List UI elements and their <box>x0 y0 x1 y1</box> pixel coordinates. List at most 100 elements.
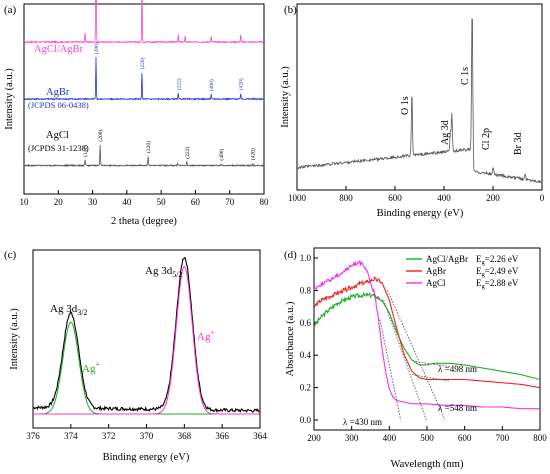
x-tick-label: 700 <box>496 433 510 443</box>
annotation-text: Ag <box>197 331 211 343</box>
panel-a-series <box>23 0 265 168</box>
panel-d-ticks: 200 300 400 500 600 700 800 0.0 0.2 0.4 0.6 0.8 1.0 <box>300 253 548 443</box>
x-tick-label: 60 <box>191 197 201 207</box>
wavelength-annotation: λ =430 nm <box>343 417 382 427</box>
hkl-label: (420) <box>238 78 245 90</box>
annotation-sup: + <box>210 328 215 337</box>
y-tick-label: 0.8 <box>300 285 312 295</box>
series-ref-agbr: (JCPDS 06-0438) <box>28 100 89 110</box>
panel-c-annotations: Ag 3d3/2Ag 3d5/2Ag+Ag+ <box>50 265 215 375</box>
xrd-line-0 <box>23 0 265 44</box>
x-tick-label: 200 <box>486 193 500 203</box>
y-tick-label: 0.0 <box>300 415 312 425</box>
absorbance-line-1 <box>313 276 541 389</box>
panel-b-frame <box>296 3 543 191</box>
series-ref-agcl: (JCPDS 31-1238) <box>28 143 89 153</box>
x-tick-label: 50 <box>157 197 167 207</box>
panel-c: (c) 376 374 372 370 368 366 364 Ag 3d3/2Ag 3d5… <box>4 249 267 463</box>
legend-label: AgBr <box>426 266 446 276</box>
legend-eg: E <box>476 266 482 276</box>
x-tick-label: 40 <box>122 197 132 207</box>
panel-c-xlabel: Binding energy (eV) <box>103 452 190 463</box>
series-label-agcl: AgCl <box>46 130 69 141</box>
xps-survey-line <box>296 18 543 184</box>
panel-a-ylabel: Intensity (a.u.) <box>4 68 15 130</box>
x-tick-label: 372 <box>102 431 116 441</box>
peak-annotation: Cl 2p <box>481 128 492 150</box>
x-tick-label: 30 <box>88 197 98 207</box>
panel-a-x-ticks: 10 20 30 40 50 60 70 80 <box>20 190 270 207</box>
x-tick-label: 0 <box>540 193 545 203</box>
x-tick-label: 300 <box>345 433 359 443</box>
xps-line-0 <box>32 256 260 414</box>
panel-c-series <box>32 256 260 415</box>
legend-bandgap: Eg=2.88 eV <box>476 278 519 290</box>
panel-b-x-ticks: 1000 800 600 400 200 0 <box>288 186 545 203</box>
peak-annotation: C 1s <box>460 67 471 85</box>
tangent-line <box>387 290 446 421</box>
legend-eg-value: =2.26 eV <box>485 254 519 264</box>
annotation-sub: 5/2 <box>172 270 182 279</box>
panel-b-series <box>296 18 543 184</box>
y-tick-label: 0.2 <box>300 383 311 393</box>
x-tick-label: 10 <box>20 197 30 207</box>
legend-bandgap: Eg=2.26 eV <box>476 254 519 266</box>
x-tick-label: 400 <box>383 433 397 443</box>
x-tick-label: 600 <box>388 193 402 203</box>
legend-eg-value: =2.49 eV <box>485 266 519 276</box>
legend-bandgap: Eg=2.49 eV <box>476 266 519 278</box>
panel-a-xlabel: 2 theta (degree) <box>111 216 177 227</box>
legend-eg-sub: g <box>482 283 486 290</box>
peak-annotation: Ag 3d3/2 <box>50 303 87 317</box>
peak-annotation: Ag 3d5/2 <box>145 265 182 279</box>
panel-label-c: (c) <box>4 249 17 261</box>
x-tick-label: 1000 <box>288 193 307 203</box>
legend-eg-sub: g <box>482 259 486 266</box>
panel-d-tangent-lines <box>379 290 450 421</box>
panel-d-series <box>313 259 541 410</box>
hkl-label: (220) <box>139 57 146 69</box>
peak-annotation: Br 3d <box>513 133 524 156</box>
panel-b: (b) 1000 800 600 400 200 0 O 1s Ag 3d C 1s Cl 2p… <box>280 3 545 219</box>
wavelength-annotation: λ =548 nm <box>438 403 477 413</box>
absorbance-line-0 <box>313 291 541 381</box>
series-label-agbr: AgBr <box>46 87 70 98</box>
tangent-line <box>379 319 402 421</box>
panel-c-x-ticks: 376 374 372 370 368 366 364 <box>26 424 267 441</box>
tangent-line <box>411 374 450 382</box>
hkl-label: (400) <box>218 149 225 161</box>
y-tick-label: 0.4 <box>300 350 312 360</box>
x-tick-label: 364 <box>253 431 267 441</box>
panel-label-a: (a) <box>4 4 17 16</box>
panel-a-hkl-labels: (200) (220) (222) (400) (420) (111) (200) (220)… <box>82 42 257 160</box>
x-tick-label: 200 <box>307 433 321 443</box>
hkl-label: (220) <box>145 141 152 153</box>
panel-label-d: (d) <box>284 249 297 261</box>
panel-a: (a) 10 20 30 40 50 60 70 80 (200) (220) (222) (400… <box>4 0 269 227</box>
x-tick-label: 368 <box>178 431 192 441</box>
x-tick-label: 600 <box>458 433 472 443</box>
hkl-label: (200) <box>97 130 104 142</box>
legend-eg: E <box>476 254 482 264</box>
legend-eg-sub: g <box>482 271 486 278</box>
panel-b-ylabel: Intensity (a.u.) <box>280 66 291 128</box>
series-label-agcl-agbr: AgCl/AgBr <box>34 44 84 55</box>
legend-label: AgCl <box>426 278 446 288</box>
x-tick-label: 80 <box>260 197 270 207</box>
panel-b-annotations: O 1s Ag 3d C 1s Cl 2p Br 3d <box>400 67 524 155</box>
x-tick-label: 70 <box>225 197 235 207</box>
legend-eg: E <box>476 278 482 288</box>
xrd-line-1 <box>23 56 265 101</box>
hkl-label: (200) <box>93 42 100 54</box>
peak-annotation: Ag+ <box>197 328 215 343</box>
annotation-sup: + <box>95 360 100 369</box>
annotation-sub: 3/2 <box>77 308 87 317</box>
legend-eg-value: =2.88 eV <box>485 278 519 288</box>
tangent-line <box>383 299 427 421</box>
x-tick-label: 376 <box>26 431 40 441</box>
panel-d-xlabel: Wavelength (nm) <box>391 459 464 470</box>
peak-annotation: O 1s <box>400 96 411 115</box>
x-tick-label: 366 <box>215 431 229 441</box>
